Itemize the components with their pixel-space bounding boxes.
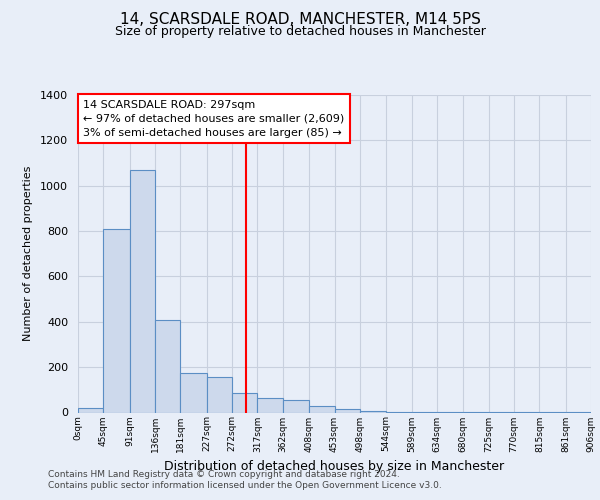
Bar	[232, 393, 257, 412]
Bar	[257, 398, 283, 412]
Y-axis label: Number of detached properties: Number of detached properties	[23, 166, 33, 342]
Bar	[155, 320, 181, 412]
Bar	[103, 229, 130, 412]
Bar	[130, 170, 155, 412]
Text: Contains HM Land Registry data © Crown copyright and database right 2024.: Contains HM Land Registry data © Crown c…	[48, 470, 400, 479]
Bar	[335, 409, 360, 412]
Bar	[206, 378, 232, 412]
Bar	[283, 400, 309, 412]
Text: Contains public sector information licensed under the Open Government Licence v3: Contains public sector information licen…	[48, 481, 442, 490]
Text: Size of property relative to detached houses in Manchester: Size of property relative to detached ho…	[115, 25, 485, 38]
X-axis label: Distribution of detached houses by size in Manchester: Distribution of detached houses by size …	[164, 460, 505, 473]
Bar	[309, 406, 335, 412]
Bar	[181, 373, 206, 412]
Bar	[78, 408, 103, 412]
Text: 14, SCARSDALE ROAD, MANCHESTER, M14 5PS: 14, SCARSDALE ROAD, MANCHESTER, M14 5PS	[119, 12, 481, 28]
Text: 14 SCARSDALE ROAD: 297sqm
← 97% of detached houses are smaller (2,609)
3% of sem: 14 SCARSDALE ROAD: 297sqm ← 97% of detac…	[83, 100, 344, 138]
